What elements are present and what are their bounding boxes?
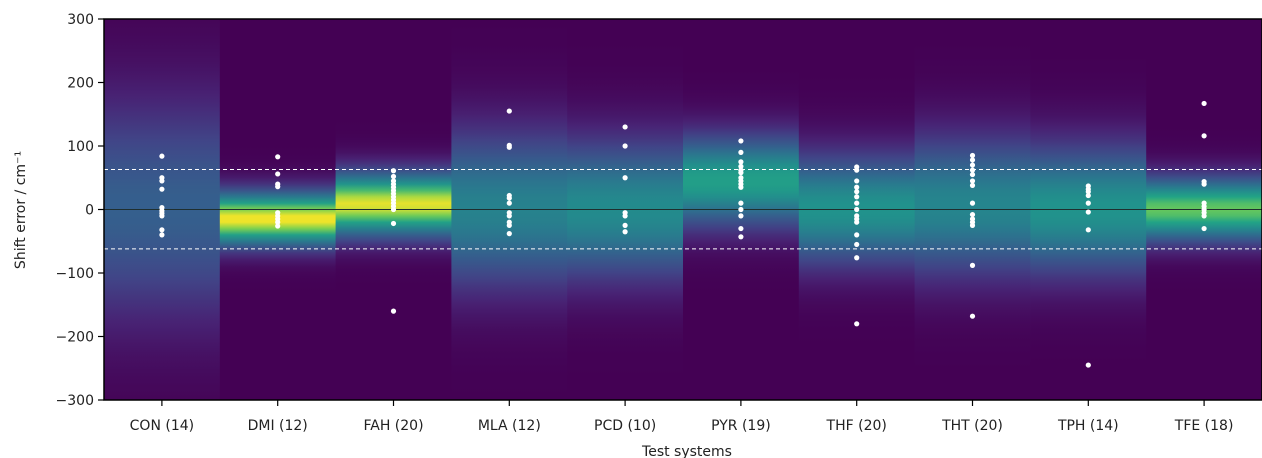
- data-point: [622, 222, 628, 228]
- data-point: [1085, 227, 1091, 233]
- data-point: [1201, 225, 1207, 232]
- data-point: [622, 229, 628, 235]
- plot-area: [103, 18, 1262, 401]
- data-point: [390, 220, 397, 227]
- data-point: [506, 222, 512, 228]
- data-point: [738, 138, 744, 144]
- data-point: [969, 162, 976, 168]
- x-tick-label: THF (20): [826, 418, 887, 434]
- data-point: [159, 227, 165, 233]
- data-point: [390, 173, 397, 180]
- data-point: [738, 213, 744, 219]
- data-point: [854, 206, 860, 213]
- data-point: [275, 223, 281, 229]
- data-point: [969, 313, 976, 319]
- data-point: [854, 232, 860, 238]
- data-point: [854, 167, 860, 173]
- data-point: [854, 219, 860, 225]
- data-point: [622, 143, 628, 149]
- data-point: [969, 200, 976, 206]
- data-point: [969, 182, 976, 188]
- data-point: [275, 219, 281, 225]
- data-point: [854, 321, 860, 327]
- data-point: [738, 206, 744, 213]
- data-point: [275, 184, 281, 190]
- data-point: [1085, 209, 1091, 215]
- data-point: [1085, 362, 1091, 368]
- data-point: [854, 178, 860, 184]
- data-point: [969, 262, 976, 268]
- x-tick-label: TFE (18): [1174, 418, 1234, 434]
- data-point: [969, 152, 976, 159]
- data-point: [390, 206, 397, 213]
- data-point: [969, 178, 976, 184]
- data-point: [159, 213, 165, 219]
- x-tick-label: CON (14): [130, 418, 194, 434]
- data-point: [275, 171, 281, 177]
- data-point: [854, 189, 860, 195]
- data-point: [969, 222, 976, 228]
- y-tick-label: 300: [67, 12, 94, 28]
- data-point: [1201, 133, 1207, 139]
- y-tick-label: 100: [67, 139, 94, 155]
- data-point: [1085, 192, 1091, 199]
- data-point: [969, 171, 976, 178]
- data-point: [1085, 200, 1091, 206]
- x-tick-label: THT (20): [941, 418, 1003, 434]
- data-point: [854, 184, 860, 190]
- data-point: [159, 186, 165, 192]
- data-point: [738, 159, 744, 165]
- data-point: [1201, 100, 1207, 107]
- x-tick-label: TPH (14): [1057, 418, 1119, 434]
- y-axis: 300 200 100 0 −100 −200 −300: [56, 12, 104, 409]
- data-point: [390, 168, 397, 174]
- data-point: [159, 232, 165, 238]
- x-tick-label: DMI (12): [248, 418, 308, 434]
- data-point: [1201, 213, 1207, 219]
- data-point: [738, 163, 744, 169]
- data-point: [622, 213, 628, 219]
- data-point: [275, 154, 281, 160]
- data-point: [738, 184, 744, 190]
- data-point: [738, 200, 744, 206]
- data-point: [506, 200, 512, 206]
- x-axis: CON (14) DMI (12) FAH (20) MLA (12) PCD (10)…: [130, 400, 1234, 434]
- data-point: [738, 149, 744, 155]
- data-point: [969, 167, 976, 173]
- data-point: [1201, 181, 1207, 187]
- data-point: [159, 178, 165, 184]
- data-point: [738, 234, 744, 240]
- data-point: [854, 255, 860, 261]
- y-tick-label: −200: [56, 330, 94, 346]
- y-tick-label: 0: [85, 203, 94, 219]
- data-point: [854, 241, 860, 248]
- data-point: [738, 170, 744, 176]
- data-point: [506, 144, 512, 150]
- data-point: [506, 195, 512, 201]
- data-point: [622, 175, 628, 181]
- data-point: [969, 157, 976, 163]
- y-tick-label: −300: [56, 393, 94, 409]
- data-point: [506, 108, 512, 114]
- data-point: [506, 231, 512, 237]
- data-point: [1085, 189, 1091, 195]
- data-point: [390, 308, 397, 314]
- data-point: [506, 213, 512, 219]
- y-tick-label: −100: [56, 266, 94, 282]
- x-tick-label: PYR (19): [711, 418, 771, 434]
- data-point: [622, 124, 628, 130]
- x-tick-label: MLA (12): [478, 418, 541, 434]
- data-point: [159, 153, 165, 159]
- data-point: [854, 194, 860, 200]
- x-tick-label: FAH (20): [363, 418, 423, 434]
- x-axis-label: Test systems: [641, 444, 732, 458]
- y-tick-label: 200: [67, 76, 94, 92]
- x-tick-label: PCD (10): [594, 418, 656, 434]
- data-point: [854, 200, 860, 206]
- data-point: [738, 225, 744, 232]
- y-axis-label: Shift error / cm⁻¹: [13, 151, 29, 269]
- data-point: [969, 211, 976, 218]
